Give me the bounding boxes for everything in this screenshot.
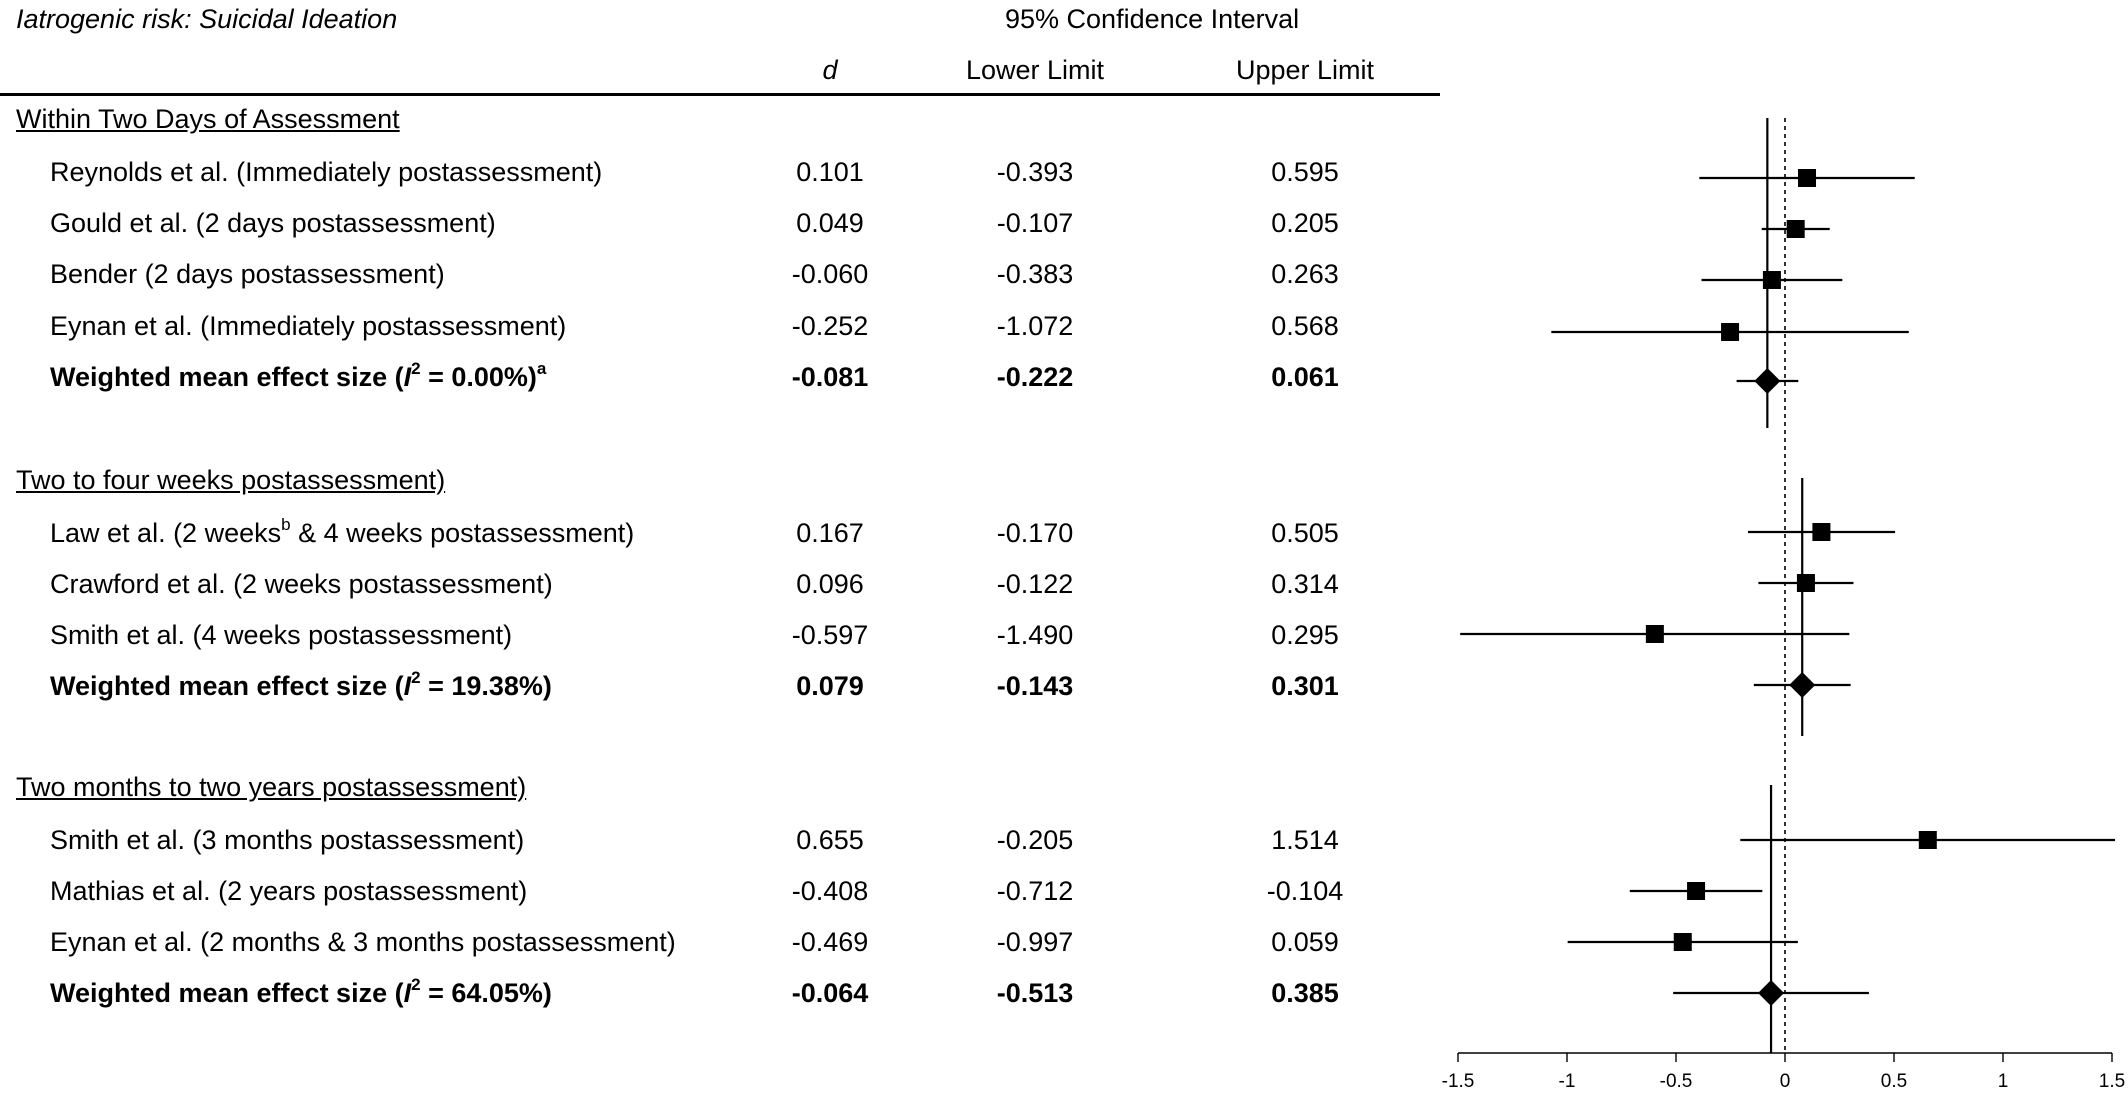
effect-square	[1918, 831, 1937, 849]
study-name: Smith et al. (4 weeks postassessment)	[50, 620, 513, 650]
study-d: 0.167	[796, 518, 864, 548]
summary-d: -0.081	[791, 362, 869, 392]
effect-diamond	[1789, 672, 1816, 698]
effect-square	[1798, 169, 1817, 187]
effect-square	[1687, 882, 1706, 900]
study-lower: -0.170	[996, 518, 1074, 548]
effect-diamond	[1754, 368, 1781, 394]
x-tick-label: 0	[1780, 1071, 1791, 1092]
study-name: Smith et al. (3 months postassessment)	[50, 825, 525, 855]
summary-d: -0.064	[791, 978, 869, 1008]
study-upper: 0.568	[1271, 311, 1339, 341]
study-name: Law et al. (2 weeksb & 4 weeks postasses…	[50, 515, 635, 548]
effect-diamond	[1758, 980, 1785, 1006]
section-label: Within Two Days of Assessment	[16, 104, 400, 134]
section-label: Two months to two years postassessment)	[16, 772, 527, 802]
summary-d: 0.079	[796, 671, 864, 701]
study-upper: 0.263	[1271, 259, 1339, 289]
study-d: -0.469	[791, 927, 869, 957]
summary-upper: 0.061	[1271, 362, 1339, 392]
study-lower: -0.122	[996, 569, 1074, 599]
study-upper: 0.059	[1271, 927, 1339, 957]
effect-square	[1796, 574, 1815, 592]
study-d: -0.408	[791, 876, 869, 906]
study-lower: -0.393	[996, 157, 1074, 187]
x-tick-label: 1	[1998, 1071, 2009, 1092]
study-name: Reynolds et al. (Immediately postassessm…	[50, 157, 603, 187]
study-d: -0.252	[791, 311, 869, 341]
effect-square	[1673, 933, 1692, 951]
study-name: Eynan et al. (Immediately postassessment…	[50, 311, 567, 341]
column-header-upper: Upper Limit	[1235, 55, 1375, 85]
x-tick-label: -0.5	[1660, 1071, 1693, 1092]
column-header-lower: Lower Limit	[965, 55, 1105, 85]
study-upper: -0.104	[1266, 876, 1344, 906]
study-lower: -0.997	[996, 927, 1074, 957]
study-name: Mathias et al. (2 years postassessment)	[50, 876, 528, 906]
study-name: Eynan et al. (2 months & 3 months postas…	[50, 927, 676, 957]
summary-lower: -0.222	[996, 362, 1074, 392]
effect-square	[1721, 323, 1740, 341]
study-d: -0.060	[791, 259, 869, 289]
study-upper: 1.514	[1271, 825, 1339, 855]
study-d: 0.049	[796, 208, 864, 238]
study-name: Crawford et al. (2 weeks postassessment)	[50, 569, 553, 599]
study-upper: 0.314	[1271, 569, 1339, 599]
x-tick-label: 1.5	[2099, 1071, 2125, 1092]
summary-lower: -0.143	[996, 671, 1074, 701]
x-tick-label: 0.5	[1881, 1071, 1907, 1092]
study-d: 0.096	[796, 569, 864, 599]
table-title: Iatrogenic risk: Suicidal Ideation	[16, 4, 398, 34]
summary-label: Weighted mean effect size (I2 = 19.38%)	[50, 668, 552, 701]
x-tick-label: -1.5	[1442, 1071, 1475, 1092]
study-lower: -0.107	[996, 208, 1074, 238]
study-lower: -0.712	[996, 876, 1074, 906]
study-lower: -1.072	[996, 311, 1074, 341]
study-upper: 0.505	[1271, 518, 1339, 548]
summary-lower: -0.513	[996, 978, 1074, 1008]
summary-upper: 0.385	[1271, 978, 1339, 1008]
study-name: Gould et al. (2 days postassessment)	[50, 208, 496, 238]
column-header-d: d	[822, 55, 838, 85]
x-tick-label: -1	[1559, 1071, 1576, 1092]
study-lower: -0.205	[996, 825, 1074, 855]
summary-label: Weighted mean effect size (I2 = 0.00%)a	[50, 359, 547, 392]
study-upper: 0.295	[1271, 620, 1339, 650]
study-lower: -1.490	[996, 620, 1074, 650]
study-upper: 0.205	[1271, 208, 1339, 238]
study-upper: 0.595	[1271, 157, 1339, 187]
effect-square	[1762, 271, 1781, 289]
summary-label: Weighted mean effect size (I2 = 64.05%)	[50, 975, 552, 1008]
ci-header: 95% Confidence Interval	[1005, 4, 1300, 34]
effect-square	[1645, 625, 1664, 643]
header-rule	[0, 93, 1440, 96]
study-name: Bender (2 days postassessment)	[50, 259, 445, 289]
effect-square	[1786, 220, 1805, 238]
study-d: 0.655	[796, 825, 864, 855]
summary-upper: 0.301	[1271, 671, 1339, 701]
study-d: 0.101	[796, 157, 864, 187]
study-d: -0.597	[791, 620, 869, 650]
effect-square	[1812, 523, 1831, 541]
study-lower: -0.383	[996, 259, 1074, 289]
section-label: Two to four weeks postassessment)	[16, 465, 446, 495]
